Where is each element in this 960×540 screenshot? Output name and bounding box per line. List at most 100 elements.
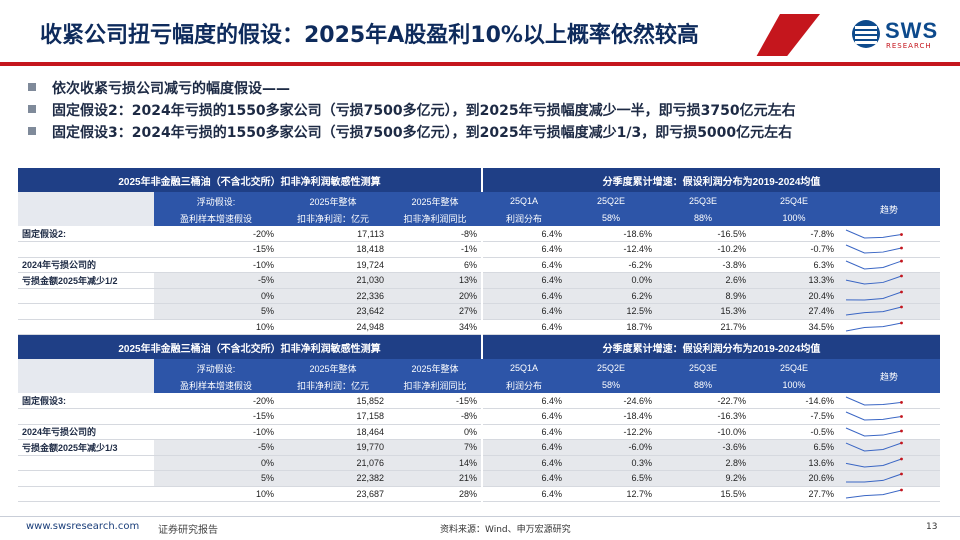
cell-profit: 21,030 xyxy=(278,272,388,289)
cell-profit: 22,336 xyxy=(278,288,388,304)
bullet-text: 依次收紧亏损公司减亏的幅度假设—— xyxy=(52,81,290,97)
cell-q3: 2.8% xyxy=(656,455,750,471)
sparkline-end-point xyxy=(900,305,903,309)
col-subheader: 88% xyxy=(656,377,750,393)
sparkline-line xyxy=(845,244,902,254)
cell-assump: 5% xyxy=(154,303,278,320)
col-header: 2025年整体 xyxy=(278,359,388,377)
col-header: 浮动假设: xyxy=(154,192,278,210)
page-title: 收紧公司扭亏幅度的假设：2025年A股盈利10%以上概率依然较高 xyxy=(40,23,699,48)
sensitivity-table-assumption-2: 2025年非金融三桶油（不含北交所）扣非净利润敏感性测算 分季度累计增速：假设利… xyxy=(18,168,941,335)
cell-profit: 18,418 xyxy=(278,241,388,258)
cell-q2: 12.5% xyxy=(566,303,656,320)
sparkline-end-point xyxy=(900,400,903,404)
sparkline-line xyxy=(845,411,902,421)
cell-q2: 0.3% xyxy=(566,455,656,471)
cell-profit: 24,948 xyxy=(278,319,388,335)
cell-q2: -6.0% xyxy=(566,439,656,456)
cell-q3: 15.5% xyxy=(656,486,750,502)
cell-yoy: 27% xyxy=(388,303,482,320)
sparkline-end-point xyxy=(900,441,903,445)
cell-q4: 13.3% xyxy=(750,272,838,289)
col-subheader: 盈利样本增速假设 xyxy=(154,210,278,226)
col-header: 25Q2E xyxy=(566,192,656,210)
trend-sparkline xyxy=(838,226,941,242)
cell-yoy: -8% xyxy=(388,408,482,425)
bullet-square-icon xyxy=(28,83,36,91)
col-header: 25Q3E xyxy=(656,359,750,377)
trend-sparkline xyxy=(838,424,941,440)
trend-sparkline xyxy=(838,393,941,409)
col-subheader: 扣非净利润同比 xyxy=(388,210,482,226)
cell-assump: -5% xyxy=(154,439,278,456)
cell-q2: 6.5% xyxy=(566,470,656,487)
sparkline-line xyxy=(845,322,902,332)
cell-q4: 6.5% xyxy=(750,439,838,456)
cell-q2: -24.6% xyxy=(566,393,656,409)
cell-q4: -0.5% xyxy=(750,424,838,440)
footer-website-link[interactable]: www.swsresearch.com xyxy=(26,521,140,532)
col-subheader: 58% xyxy=(566,210,656,226)
row-side-label xyxy=(18,470,154,487)
col-header: 25Q1A xyxy=(482,359,566,377)
cell-q2: 12.7% xyxy=(566,486,656,502)
table-row: 10% 24,948 34% 6.4% 18.7% 21.7% 34.5% xyxy=(18,319,941,335)
trend-sparkline xyxy=(838,408,941,425)
cell-q4: -7.8% xyxy=(750,226,838,242)
sparkline-icon xyxy=(845,457,903,468)
sparkline-icon xyxy=(845,411,903,421)
bullet-list: 依次收紧亏损公司减亏的幅度假设—— 固定假设2：2024年亏损的1550多家公司… xyxy=(28,78,948,144)
sparkline-icon xyxy=(845,229,903,239)
sparkline-end-point xyxy=(900,274,903,278)
col-header-trend: 趋势 xyxy=(838,192,941,226)
cell-profit: 17,158 xyxy=(278,408,388,425)
table-caption-right: 分季度累计增速：假设利润分布为2019-2024均值 xyxy=(482,168,941,192)
col-header: 25Q4E xyxy=(750,359,838,377)
sparkline-end-point xyxy=(900,429,903,433)
cell-yoy: 28% xyxy=(388,486,482,502)
bullet-square-icon xyxy=(28,127,36,135)
table-row: 亏损金额2025年减少1/2 -5% 21,030 13% 6.4% 0.0% 2.6% 13… xyxy=(18,272,941,289)
title-banner xyxy=(0,14,820,56)
cell-assump: 0% xyxy=(154,288,278,304)
cell-q4: -0.7% xyxy=(750,241,838,258)
footer-report-type: 证券研究报告 xyxy=(158,525,218,536)
col-header: 25Q1A xyxy=(482,192,566,210)
cell-q2: -12.2% xyxy=(566,424,656,440)
cell-assump: -15% xyxy=(154,241,278,258)
col-subheader: 扣非净利润同比 xyxy=(388,377,482,393)
trend-sparkline xyxy=(838,288,941,304)
trend-sparkline xyxy=(838,303,941,320)
sparkline-icon xyxy=(845,396,903,406)
sparkline-icon xyxy=(845,472,903,483)
cell-yoy: 21% xyxy=(388,470,482,487)
cell-q4: 27.4% xyxy=(750,303,838,320)
cell-yoy: 14% xyxy=(388,455,482,471)
table-caption-right: 分季度累计增速：假设利润分布为2019-2024均值 xyxy=(482,335,941,359)
row-side-label: 亏损金额2025年减少1/3 xyxy=(18,439,154,456)
cell-assump: 0% xyxy=(154,455,278,471)
col-subheader: 利润分布 xyxy=(482,377,566,393)
cell-q3: 21.7% xyxy=(656,319,750,335)
bullet-item: 依次收紧亏损公司减亏的幅度假设—— xyxy=(28,78,948,100)
cell-q1: 6.4% xyxy=(481,272,566,289)
row-side-label xyxy=(18,408,154,425)
page-number: 13 xyxy=(926,522,938,532)
col-header: 25Q2E xyxy=(566,359,656,377)
sparkline-end-point xyxy=(900,259,903,263)
table-row: -15% 18,418 -1% 6.4% -12.4% -10.2% -0.7% xyxy=(18,241,941,258)
logo-sub: RESEARCH xyxy=(886,42,932,50)
cell-q2: 0.0% xyxy=(566,272,656,289)
cell-assump: 5% xyxy=(154,470,278,487)
cell-profit: 17,113 xyxy=(278,226,388,242)
cell-profit: 23,687 xyxy=(278,486,388,502)
cell-profit: 21,076 xyxy=(278,455,388,471)
sparkline-end-point xyxy=(900,290,903,294)
cell-assump: -15% xyxy=(154,408,278,425)
cell-q3: 9.2% xyxy=(656,470,750,487)
sparkline-line xyxy=(845,396,902,406)
trend-sparkline xyxy=(838,257,941,273)
table-row: 0% 22,336 20% 6.4% 6.2% 8.9% 20.4% xyxy=(18,288,941,304)
col-header: 2025年整体 xyxy=(388,192,482,210)
